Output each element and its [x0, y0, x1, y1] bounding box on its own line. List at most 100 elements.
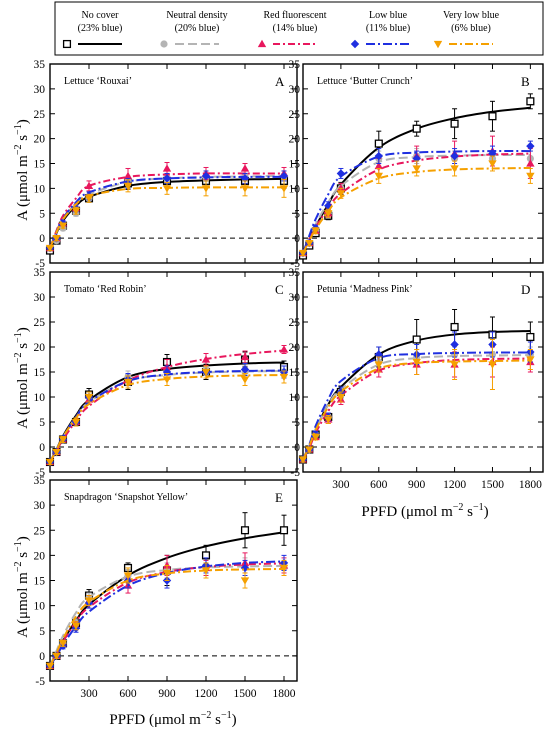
- x-tick-label: 900: [158, 688, 176, 700]
- data-point-vlowblue: [201, 567, 211, 575]
- legend-entry-vlowblue: Very low blue (6% blue): [433, 10, 500, 49]
- data-point-red: [240, 352, 250, 361]
- y-tick-label: 5: [39, 208, 45, 220]
- data-point-vlowblue: [374, 361, 383, 369]
- plot-frame: [302, 63, 544, 264]
- x-tick-label: 1200: [195, 688, 218, 700]
- y-tick-label: 35: [34, 59, 46, 71]
- data-point-vlowblue: [305, 239, 314, 248]
- data-point-vlowblue: [71, 622, 81, 630]
- y-tick-label: -5: [35, 467, 45, 479]
- legend-entry-neutral: Neutral density (20% blue): [160, 10, 228, 48]
- data-point-vlowblue: [240, 376, 250, 384]
- panel-title: Lettuce ‘Butter Crunch’: [317, 76, 413, 87]
- data-point-vlowblue: [324, 416, 333, 424]
- y-tick-label: 0: [39, 651, 45, 663]
- y-tick-label: -5: [35, 258, 45, 270]
- y-tick-label: 15: [34, 576, 46, 588]
- y-tick-label: 15: [34, 159, 46, 171]
- data-point-vlowblue: [412, 165, 421, 173]
- y-tick-label: 20: [34, 342, 46, 354]
- y-tick-label: 5: [294, 208, 300, 220]
- data-point-vlowblue: [52, 234, 61, 243]
- data-point-vlowblue: [52, 652, 61, 661]
- data-point-red: [336, 184, 346, 192]
- data-point-vlowblue: [240, 577, 250, 585]
- series-vlowblue: [45, 365, 289, 467]
- fit-curve-neutral: [302, 354, 531, 460]
- data-point-lowblue: [240, 365, 250, 374]
- data-point-red: [279, 345, 289, 353]
- data-point-red: [84, 181, 94, 190]
- panel-C: -5 0 5 10 15 20 25 30 35 Tomato ‘Red Robin’ C: [34, 267, 298, 479]
- data-point-vlowblue: [123, 572, 133, 580]
- data-point-vlowblue: [298, 249, 308, 258]
- y-tick-label: 25: [289, 109, 301, 121]
- y-tick-label: 0: [294, 233, 300, 245]
- data-point-vlowblue: [45, 244, 55, 253]
- y-tick-label: 25: [34, 109, 46, 121]
- data-point-nocover: [450, 119, 459, 128]
- panel-letter: A: [275, 74, 285, 89]
- y-tick-label: 15: [289, 367, 301, 379]
- x-tick-label: 300: [80, 688, 98, 700]
- y-tick-label: 35: [289, 59, 301, 71]
- legend-marker-neutral: [160, 40, 168, 48]
- data-point-vlowblue: [84, 393, 94, 402]
- data-point-vlowblue: [336, 393, 346, 402]
- data-point-vlowblue: [450, 361, 459, 369]
- x-tick-label: 1800: [273, 688, 296, 700]
- panel-title: Petunia ‘Madness Pink’: [317, 284, 413, 295]
- data-point-nocover: [240, 526, 250, 535]
- series-vlowblue: [298, 155, 535, 258]
- data-point-vlowblue: [488, 361, 497, 369]
- panel-D: -5 0 5 10 15 20 25 30 35 300 600 900 1200 1500 1800 Pet…: [289, 267, 544, 491]
- data-point-vlowblue: [311, 227, 320, 235]
- fit-curve-vlowblue: [49, 567, 285, 667]
- panel-letter: C: [275, 282, 284, 297]
- panel-B: -5 0 5 10 15 20 25 30 35 Lettuce ‘Butter Crunch’ B: [289, 59, 544, 270]
- data-point-nocover: [526, 332, 535, 342]
- x-axis-title-right: PPFD (μmol m−2 s−1): [361, 502, 488, 520]
- panel-title: Snapdragon ‘Snapshot Yellow’: [64, 492, 188, 503]
- data-point-vlowblue: [311, 433, 320, 442]
- data-point-lowblue: [336, 169, 346, 178]
- legend-marker-lowblue: [350, 39, 360, 49]
- legend-label-line1: Red fluorescent: [263, 10, 326, 21]
- data-point-red: [123, 171, 133, 180]
- x-tick-label: 600: [370, 479, 388, 491]
- data-point-vlowblue: [58, 222, 68, 230]
- data-point-vlowblue: [201, 185, 211, 193]
- y-tick-label: 10: [34, 392, 46, 404]
- data-point-vlowblue: [123, 378, 133, 387]
- y-tick-label: 30: [34, 500, 46, 512]
- y-axis-title-top: A (μmol m−2 s−1): [13, 119, 31, 220]
- data-point-vlowblue: [488, 160, 497, 168]
- y-tick-label: 20: [34, 550, 46, 562]
- fit-curve-lowblue: [49, 175, 285, 249]
- y-tick-label: 5: [294, 417, 300, 429]
- y-tick-label: 35: [34, 267, 46, 279]
- data-point-nocover: [450, 322, 459, 332]
- y-tick-label: 0: [39, 442, 45, 454]
- series-nocover: [298, 309, 535, 464]
- y-tick-label: 15: [289, 159, 301, 171]
- data-point-nocover: [412, 124, 421, 133]
- y-tick-label: 20: [289, 342, 301, 354]
- data-point-vlowblue: [526, 172, 535, 181]
- y-tick-label: 30: [289, 292, 301, 304]
- y-tick-label: 10: [34, 601, 46, 613]
- data-point-nocover: [279, 526, 289, 535]
- data-point-vlowblue: [336, 190, 346, 198]
- panel-letter: B: [521, 74, 530, 89]
- data-point-vlowblue: [45, 662, 55, 671]
- data-point-nocover: [412, 335, 421, 344]
- data-point-lowblue: [450, 151, 459, 161]
- data-point-vlowblue: [298, 456, 308, 464]
- data-point-lowblue: [162, 174, 172, 183]
- legend-entry-red: Red fluorescent (14% blue): [257, 10, 327, 48]
- y-tick-label: -5: [35, 676, 45, 688]
- legend-frame: [54, 1, 544, 56]
- y-tick-label: 20: [34, 134, 46, 146]
- data-point-lowblue: [450, 340, 459, 349]
